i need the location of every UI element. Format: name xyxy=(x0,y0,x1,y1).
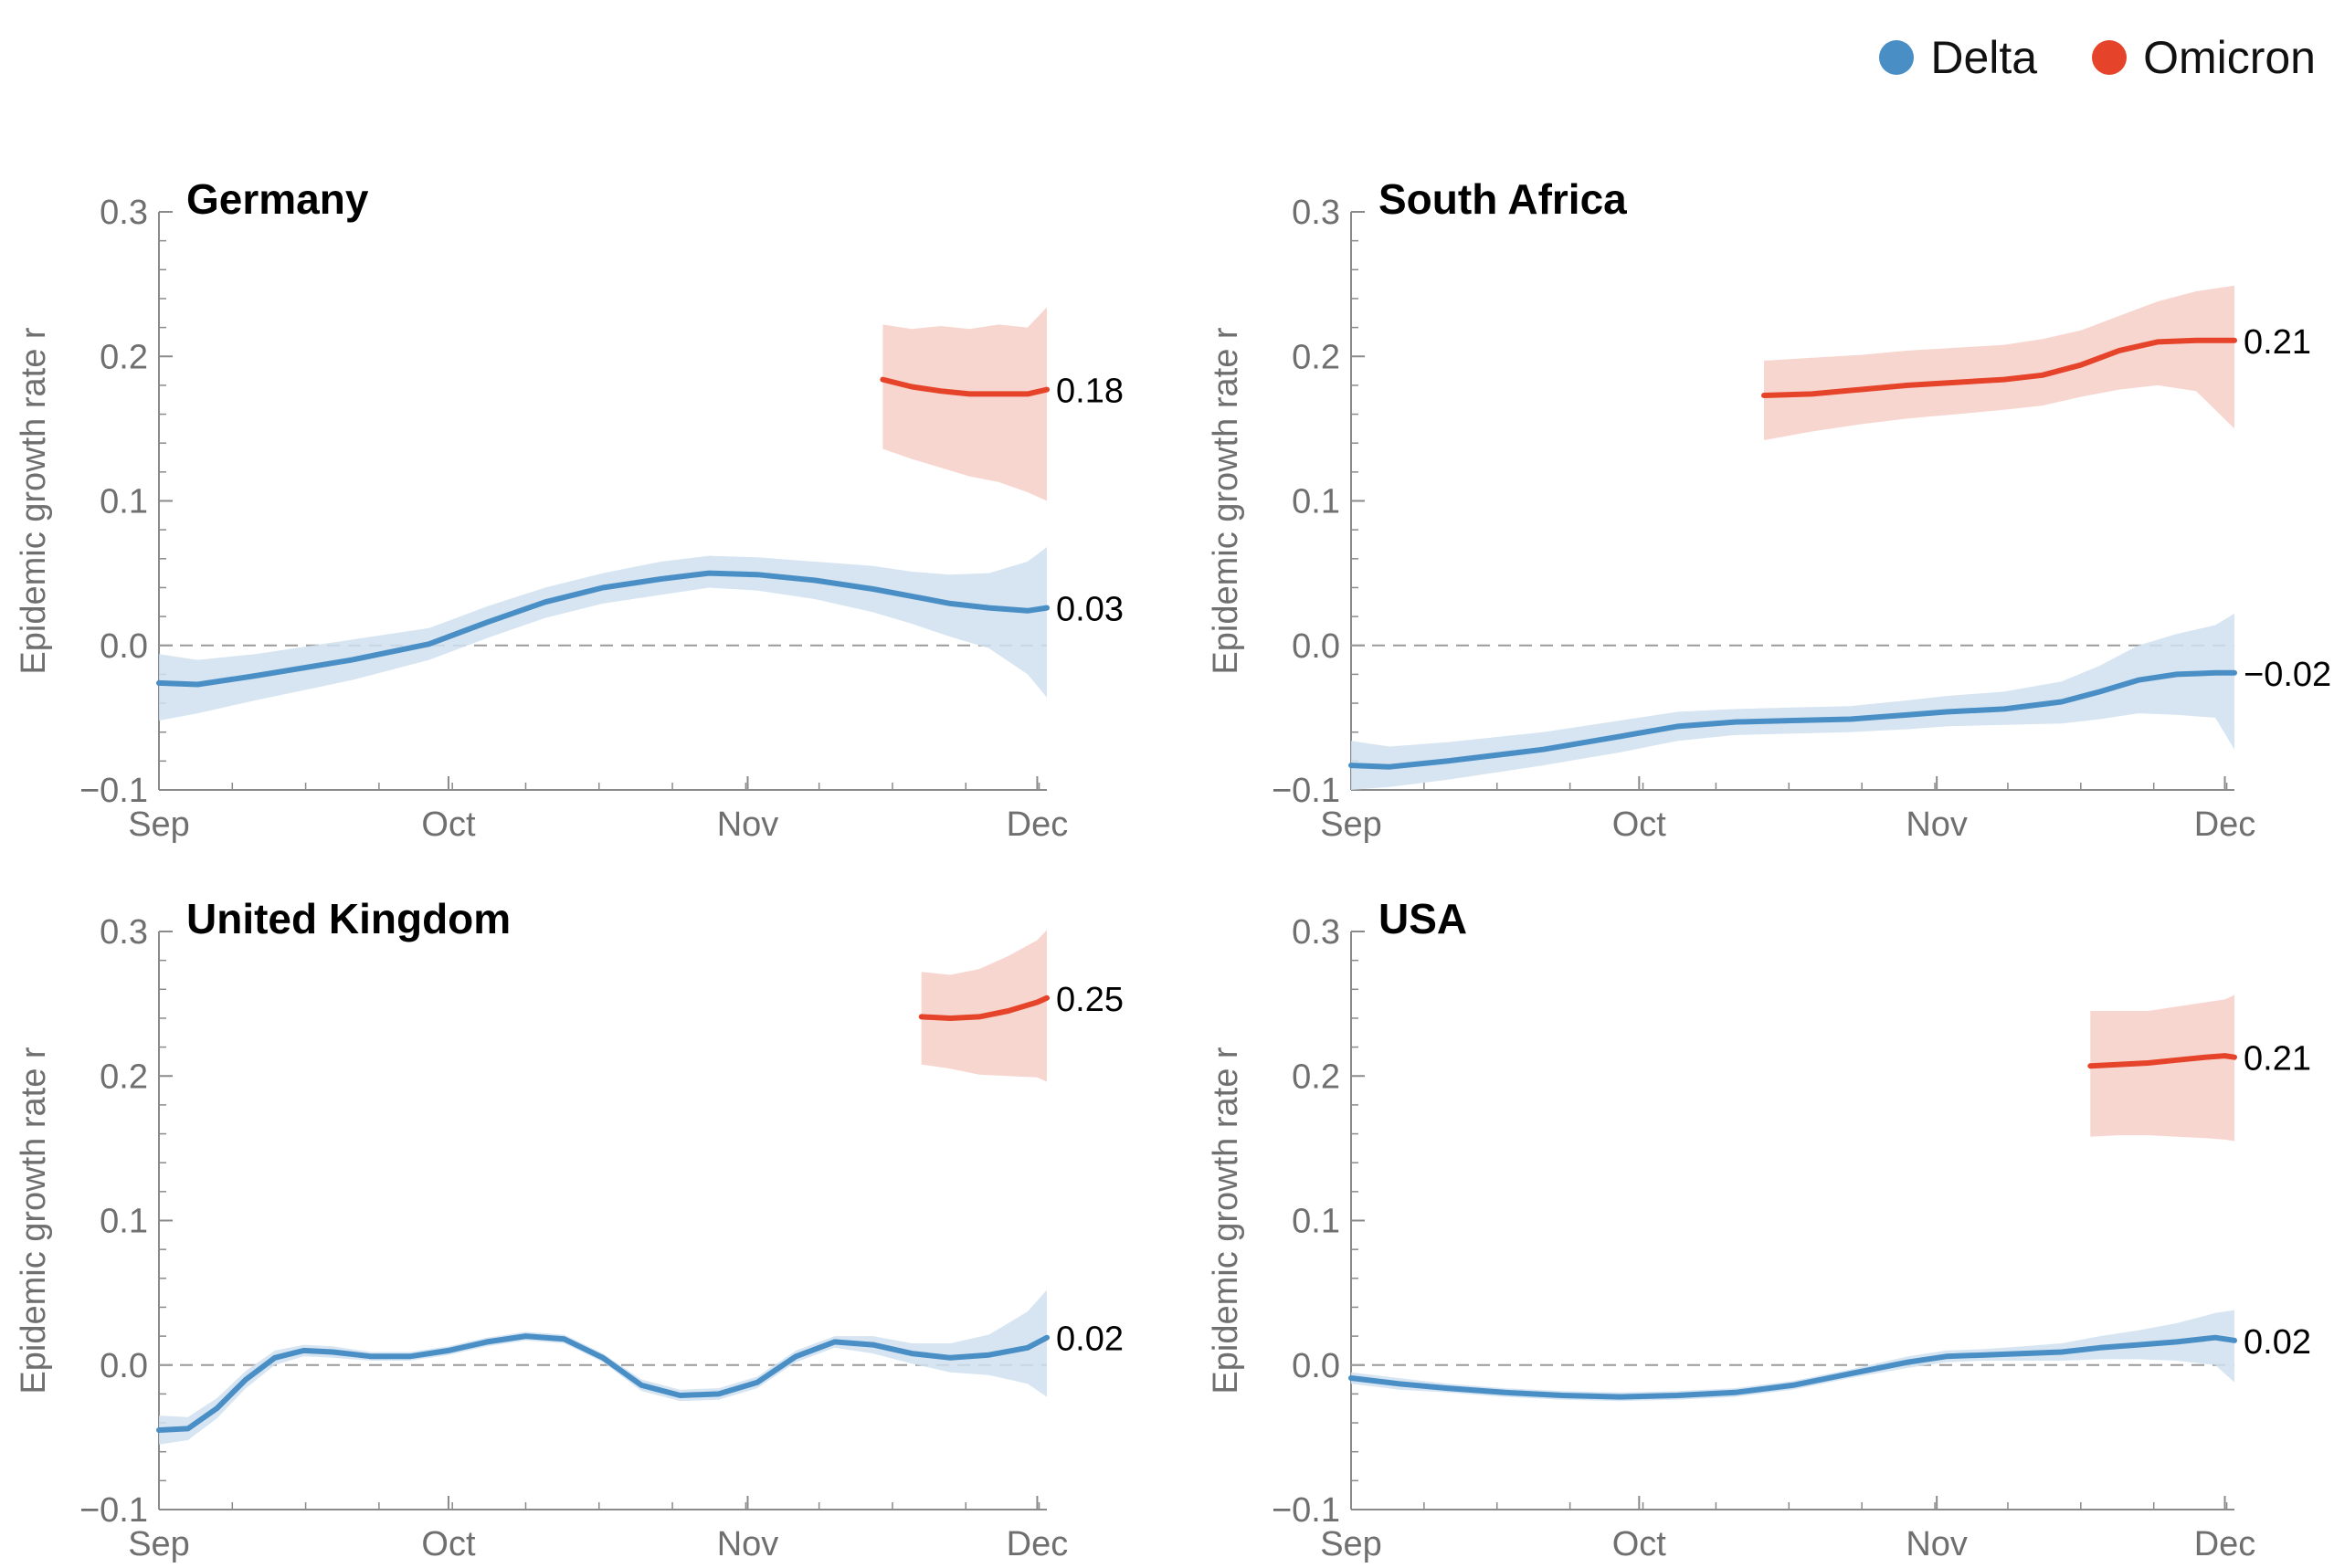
legend: Delta Omicron xyxy=(1879,31,2316,84)
germany-delta-confidence-band xyxy=(159,547,1047,721)
germany-x-tick-label: Oct xyxy=(421,805,476,844)
south-africa-y-axis-label: Epidemic growth rate r xyxy=(1207,327,1245,674)
united-kingdom-y-axis-label: Epidemic growth rate r xyxy=(15,1047,53,1394)
usa-x-tick-label: Oct xyxy=(1612,1525,1667,1563)
usa-delta-end-label: 0.02 xyxy=(2244,1323,2311,1362)
germany-x-tick-label: Nov xyxy=(717,805,779,844)
germany-delta-end-label: 0.03 xyxy=(1056,591,1124,629)
south-africa-y-tick-label: 0.2 xyxy=(1292,338,1340,376)
usa-x-tick-label: Sep xyxy=(1320,1525,1382,1563)
south-africa-omicron-end-label: 0.21 xyxy=(2244,323,2311,362)
germany-omicron-end-label: 0.18 xyxy=(1056,373,1124,411)
south-africa-x-tick-label: Sep xyxy=(1320,805,1382,844)
legend-item-omicron: Omicron xyxy=(2092,31,2316,84)
usa-delta-line xyxy=(1348,1334,2237,1400)
united-kingdom-x-tick-label: Oct xyxy=(421,1525,476,1563)
germany-y-tick-label: 0.1 xyxy=(100,483,148,521)
usa-y-axis-label: Epidemic growth rate r xyxy=(1207,1047,1245,1394)
germany-x-tick-label: Dec xyxy=(1007,805,1069,844)
south-africa-y-tick-label: 0.0 xyxy=(1292,627,1340,666)
south-africa-x-tick-label: Nov xyxy=(1906,805,1968,844)
south-africa-delta-line xyxy=(1348,669,2237,770)
united-kingdom-omicron-confidence-band xyxy=(921,930,1047,1082)
legend-label-omicron: Omicron xyxy=(2143,32,2316,83)
usa-x-tick-label: Nov xyxy=(1906,1525,1968,1563)
united-kingdom-omicron-line xyxy=(918,994,1050,1021)
united-kingdom-x-tick-label: Nov xyxy=(717,1525,779,1563)
usa-y-tick-label: 0.3 xyxy=(1292,913,1340,952)
united-kingdom-delta-line xyxy=(156,1333,1050,1433)
usa-y-tick-label: 0.2 xyxy=(1292,1058,1340,1096)
united-kingdom-delta-confidence-band xyxy=(159,1289,1047,1445)
united-kingdom-panel-title: United Kingdom xyxy=(186,895,511,942)
united-kingdom-y-tick-label: 0.2 xyxy=(100,1058,148,1096)
legend-swatch-omicron xyxy=(2092,40,2128,75)
germany-x-tick-label: Sep xyxy=(128,805,190,844)
south-africa-delta-confidence-band xyxy=(1351,613,2234,790)
germany-y-tick-label: −0.1 xyxy=(79,772,148,810)
united-kingdom-y-tick-label: 0.3 xyxy=(100,913,148,952)
usa-x-tick-label: Dec xyxy=(2194,1525,2256,1563)
usa-omicron-line xyxy=(2087,1053,2237,1069)
south-africa-x-tick-label: Oct xyxy=(1612,805,1667,844)
south-africa-x-tick-label: Dec xyxy=(2194,805,2256,844)
united-kingdom-delta-end-label: 0.02 xyxy=(1056,1321,1124,1359)
usa-y-tick-label: 0.1 xyxy=(1292,1203,1340,1241)
united-kingdom-omicron-end-label: 0.25 xyxy=(1056,981,1124,1019)
germany-y-tick-label: 0.2 xyxy=(100,338,148,376)
south-africa-y-tick-label: 0.1 xyxy=(1292,483,1340,521)
germany-y-axis-label: Epidemic growth rate r xyxy=(15,327,53,674)
south-africa-y-tick-label: −0.1 xyxy=(1272,772,1340,810)
germany-y-tick-label: 0.3 xyxy=(100,194,148,232)
germany-omicron-confidence-band xyxy=(882,307,1047,501)
germany-delta-line xyxy=(156,570,1050,688)
legend-swatch-delta xyxy=(1879,40,1915,75)
united-kingdom-y-tick-label: 0.0 xyxy=(100,1347,148,1385)
germany-panel-title: Germany xyxy=(186,175,369,223)
usa-panel-title: USA xyxy=(1378,895,1467,942)
south-africa-y-tick-label: 0.3 xyxy=(1292,194,1340,232)
united-kingdom-x-tick-label: Sep xyxy=(128,1525,190,1563)
legend-label-delta: Delta xyxy=(1930,32,2038,83)
south-africa-delta-end-label: −0.02 xyxy=(2244,656,2331,694)
united-kingdom-y-tick-label: 0.1 xyxy=(100,1203,148,1241)
usa-y-tick-label: 0.0 xyxy=(1292,1347,1340,1385)
united-kingdom-x-tick-label: Dec xyxy=(1007,1525,1069,1563)
germany-y-tick-label: 0.0 xyxy=(100,627,148,666)
usa-omicron-end-label: 0.21 xyxy=(2244,1040,2311,1079)
usa-omicron-confidence-band xyxy=(2090,994,2234,1142)
south-africa-omicron-line xyxy=(1761,337,2237,398)
united-kingdom-y-tick-label: −0.1 xyxy=(79,1491,148,1530)
germany-omicron-line xyxy=(880,376,1050,397)
legend-item-delta: Delta xyxy=(1879,31,2037,84)
south-africa-omicron-confidence-band xyxy=(1764,285,2234,440)
usa-y-tick-label: −0.1 xyxy=(1272,1491,1340,1530)
south-africa-panel-title: South Africa xyxy=(1378,175,1627,223)
